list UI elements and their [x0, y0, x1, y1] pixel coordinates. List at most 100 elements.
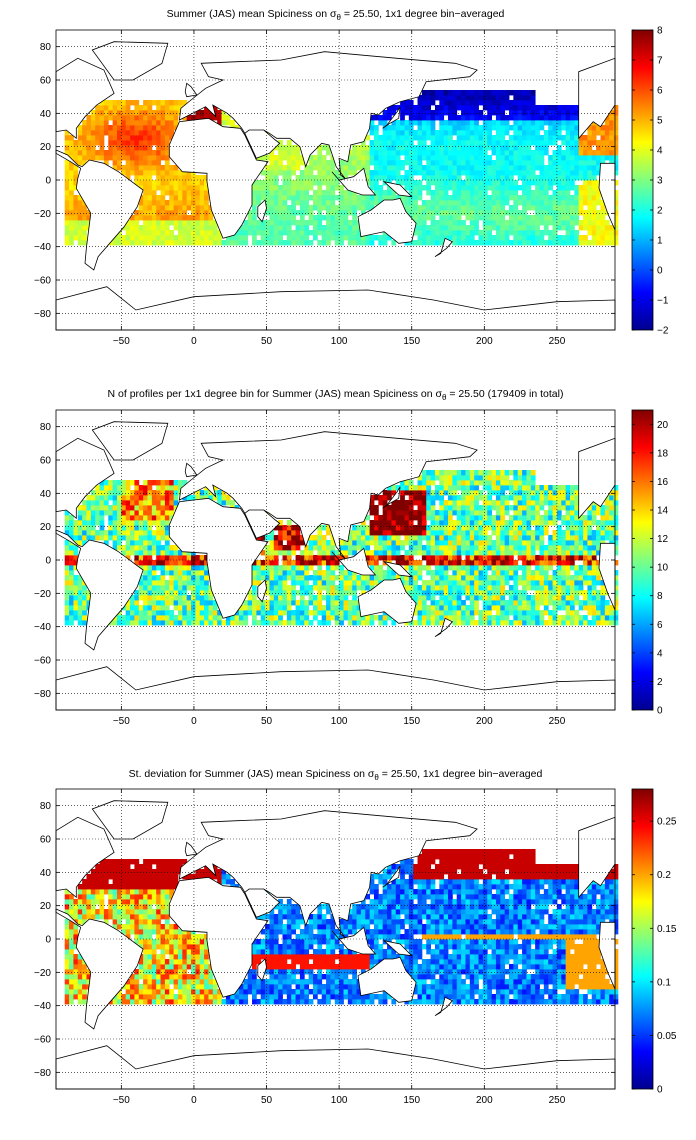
- heatmap-cell: [77, 605, 83, 611]
- heatmap-cell: [487, 500, 492, 506]
- heatmap-cell: [169, 230, 175, 236]
- heatmap-cell: [64, 585, 70, 591]
- heatmap-cell: [461, 510, 466, 516]
- heatmap-cell: [326, 230, 331, 236]
- heatmap-cell: [535, 125, 540, 131]
- heatmap-cell: [517, 110, 523, 116]
- heatmap-cell: [291, 200, 296, 206]
- heatmap-cell: [295, 160, 301, 166]
- heatmap-cell: [273, 190, 279, 196]
- coastline: [382, 181, 413, 198]
- heatmap-cell: [596, 530, 601, 536]
- heatmap-cell: [391, 525, 397, 531]
- heatmap-cell: [543, 120, 549, 126]
- heatmap-cell: [548, 115, 553, 121]
- heatmap-cell: [456, 535, 462, 541]
- heatmap-cell: [434, 585, 440, 591]
- heatmap-cell: [173, 170, 179, 176]
- heatmap-cell: [439, 125, 445, 131]
- heatmap-cell: [282, 205, 288, 211]
- heatmap-cell: [112, 165, 118, 171]
- heatmap-cell: [160, 590, 166, 596]
- heatmap-cell: [478, 200, 484, 206]
- heatmap-cell: [286, 550, 292, 556]
- heatmap-cell: [417, 530, 423, 536]
- heatmap-cell: [143, 505, 148, 511]
- heatmap-cell: [526, 190, 532, 196]
- heatmap-cell: [169, 105, 175, 111]
- heatmap-cell: [147, 525, 153, 531]
- heatmap-cell: [326, 185, 331, 191]
- heatmap-cell: [160, 190, 166, 196]
- heatmap-cell: [517, 175, 523, 181]
- heatmap-cell: [252, 595, 257, 601]
- heatmap-cell: [543, 585, 549, 591]
- heatmap-cell: [474, 620, 479, 626]
- heatmap-cell: [77, 610, 83, 616]
- heatmap-cell: [417, 120, 423, 126]
- heatmap-cell: [356, 240, 362, 246]
- heatmap-cell: [164, 120, 170, 126]
- heatmap-cell: [212, 495, 218, 501]
- heatmap-cell: [448, 110, 453, 116]
- heatmap-cell: [591, 170, 597, 176]
- heatmap-cell: [95, 115, 100, 121]
- heatmap-cell: [151, 600, 157, 606]
- heatmap-cell: [587, 140, 593, 146]
- heatmap-cell: [408, 190, 414, 196]
- heatmap-cell: [478, 140, 484, 146]
- heatmap-cell: [517, 600, 523, 606]
- heatmap-cell: [395, 500, 401, 506]
- heatmap-cell: [613, 105, 619, 111]
- heatmap-cell: [578, 520, 584, 526]
- heatmap-cell: [452, 585, 458, 591]
- heatmap-cell: [73, 230, 79, 236]
- heatmap-cell: [225, 115, 231, 121]
- heatmap-cell: [421, 135, 427, 141]
- heatmap-cell: [604, 515, 610, 521]
- heatmap-cell: [317, 155, 323, 161]
- heatmap-cell: [291, 155, 296, 161]
- heatmap-cell: [591, 560, 597, 566]
- heatmap-cell: [186, 575, 192, 581]
- heatmap-cell: [474, 525, 479, 531]
- heatmap-cell: [82, 610, 87, 616]
- heatmap-cell: [282, 545, 288, 551]
- heatmap-cell: [530, 175, 536, 181]
- heatmap-cell: [539, 175, 545, 181]
- heatmap-cell: [561, 125, 567, 131]
- heatmap-cell: [243, 610, 249, 616]
- heatmap-cell: [443, 170, 449, 176]
- heatmap-cell: [134, 110, 140, 116]
- heatmap-cell: [500, 140, 506, 146]
- heatmap-cell: [164, 610, 170, 616]
- heatmap-cell: [395, 130, 401, 136]
- heatmap-cell: [456, 105, 462, 111]
- heatmap-cell: [587, 170, 593, 176]
- heatmap-cell: [556, 130, 562, 136]
- heatmap-cell: [561, 605, 567, 611]
- heatmap-cell: [156, 235, 161, 241]
- heatmap-cell: [600, 200, 606, 206]
- heatmap-cell: [278, 190, 283, 196]
- heatmap-cell: [69, 580, 74, 586]
- heatmap-cell: [613, 135, 619, 141]
- heatmap-cell: [269, 210, 275, 216]
- heatmap-cell: [421, 200, 427, 206]
- heatmap-cell: [400, 575, 405, 581]
- heatmap-cell: [596, 535, 601, 541]
- heatmap-cell: [461, 220, 466, 226]
- heatmap-cell: [426, 180, 432, 186]
- heatmap-cell: [295, 165, 301, 171]
- heatmap-cell: [151, 135, 157, 141]
- heatmap-cell: [334, 585, 340, 591]
- heatmap-cell: [513, 610, 519, 616]
- heatmap-cell: [343, 215, 349, 221]
- heatmap-cell: [373, 195, 379, 201]
- heatmap-cell: [583, 225, 588, 231]
- heatmap-cell: [73, 145, 79, 151]
- heatmap-cell: [552, 605, 558, 611]
- heatmap-cell: [156, 540, 161, 546]
- heatmap-cell: [265, 545, 270, 551]
- heatmap-cell: [487, 185, 492, 191]
